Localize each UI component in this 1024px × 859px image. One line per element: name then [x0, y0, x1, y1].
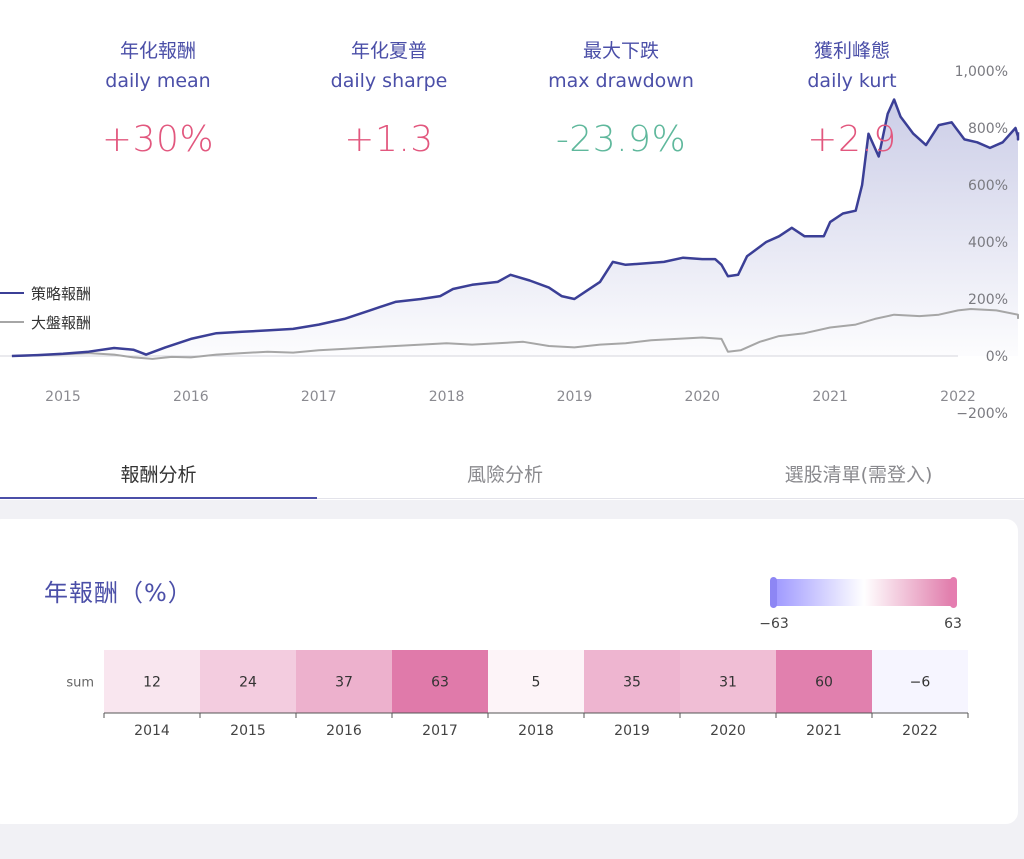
- stat-daily-mean: 年化報酬 daily mean +30%: [58, 36, 258, 162]
- heatmap-title: 年報酬（%）: [44, 579, 193, 607]
- heatmap-cell-value: 63: [431, 675, 449, 691]
- stat-zh-label: 獲利峰態: [813, 40, 890, 62]
- heatmap-cell-value: −6: [910, 675, 931, 691]
- x-tick-label: 2022: [940, 389, 976, 405]
- heatmap-row-label: sum: [66, 676, 94, 691]
- annual-return-heatmap: −63 63 12 24 37 63 5 35 31 60 −6 sum 2014 2015 2016 201…: [66, 577, 969, 739]
- y-tick-label: 0%: [986, 349, 1008, 365]
- range-max-label: 63: [944, 616, 962, 632]
- tab-risk-analysis[interactable]: 風險分析: [466, 464, 543, 486]
- stat-value: +2.9: [807, 119, 897, 160]
- heatmap-cell: [680, 650, 776, 713]
- heatmap-cell: [392, 650, 488, 713]
- heatmap-cell-value: 24: [239, 675, 257, 691]
- analysis-tabs: 報酬分析 風險分析 選股清單(需登入): [0, 452, 1024, 500]
- x-tick-label: 2021: [812, 389, 848, 405]
- heatmap-x-label: 2018: [518, 723, 554, 739]
- heatmap-x-label: 2015: [230, 723, 266, 739]
- heatmap-x-label: 2021: [806, 723, 842, 739]
- stat-value: +30%: [101, 119, 215, 160]
- y-tick-label: 600%: [968, 178, 1008, 194]
- stat-daily-kurt: 獲利峰態 daily kurt +2.9: [752, 36, 952, 162]
- cumulative-return-chart: 1,000% 800% 600% 400% 200% 0% −200% 2015 2016 201…: [0, 64, 1020, 422]
- heatmap-cell: [488, 650, 584, 713]
- strategy-return-line: [11, 98, 1020, 358]
- y-tick-label: 1,000%: [955, 64, 1008, 80]
- market-return-line: [11, 308, 1019, 360]
- stat-en-label: daily sharpe: [330, 70, 448, 92]
- tab-divider: [0, 498, 1024, 499]
- stat-max-drawdown: 最大下跌 max drawdown -23.9%: [521, 36, 721, 162]
- range-handle-high: [950, 577, 957, 608]
- heatmap-cell-value: 60: [815, 675, 833, 691]
- y-tick-label: 200%: [968, 292, 1008, 308]
- legend-label: 大盤報酬: [31, 314, 91, 332]
- x-tick-label: 2018: [429, 389, 465, 405]
- range-min-label: −63: [759, 616, 789, 632]
- x-tick-label: 2016: [173, 389, 209, 405]
- stat-value: -23.9%: [555, 119, 687, 160]
- heatmap-cell: [296, 650, 392, 713]
- stat-zh-label: 最大下跌: [582, 40, 659, 62]
- stat-en-label: max drawdown: [548, 70, 694, 92]
- heatmap-cell: [104, 650, 200, 713]
- heatmap-cell-value: 5: [532, 675, 541, 691]
- y-tick-label: 800%: [968, 121, 1008, 137]
- tab-stock-list[interactable]: 選股清單(需登入): [784, 464, 933, 486]
- heatmap-cell-value: 35: [623, 675, 641, 691]
- x-tick-label: 2019: [557, 389, 593, 405]
- heatmap-cell-value: 31: [719, 675, 737, 691]
- heatmap-cell: [584, 650, 680, 713]
- y-tick-label: 400%: [968, 235, 1008, 251]
- stat-en-label: daily kurt: [807, 70, 897, 92]
- heatmap-x-label: 2016: [326, 723, 362, 739]
- color-range-bar: [774, 579, 954, 606]
- x-tick-label: 2017: [301, 389, 337, 405]
- legend-label: 策略報酬: [31, 285, 91, 303]
- range-handle-low: [770, 577, 777, 608]
- x-tick-label: 2015: [45, 389, 81, 405]
- y-tick-label: −200%: [956, 406, 1008, 422]
- heatmap-x-label: 2020: [710, 723, 746, 739]
- heatmap-cell-value: 12: [143, 675, 161, 691]
- heatmap-cell: [776, 650, 872, 713]
- heatmap-x-label: 2022: [902, 723, 938, 739]
- heatmap-cell: [872, 650, 968, 713]
- tab-return-analysis[interactable]: 報酬分析: [120, 464, 197, 486]
- active-tab-indicator: [0, 497, 317, 499]
- stat-value: +1.3: [344, 119, 434, 160]
- heatmap-cell-value: 37: [335, 675, 353, 691]
- heatmap-x-label: 2014: [134, 723, 170, 739]
- strategy-area: [11, 99, 1019, 356]
- stat-en-label: daily mean: [105, 70, 211, 92]
- x-tick-label: 2020: [684, 389, 720, 405]
- stat-zh-label: 年化報酬: [119, 40, 196, 62]
- heatmap-cell: [200, 650, 296, 713]
- stat-zh-label: 年化夏普: [350, 40, 427, 62]
- stat-daily-sharpe: 年化夏普 daily sharpe +1.3: [289, 36, 489, 162]
- heatmap-x-label: 2019: [614, 723, 650, 739]
- heatmap-x-label: 2017: [422, 723, 458, 739]
